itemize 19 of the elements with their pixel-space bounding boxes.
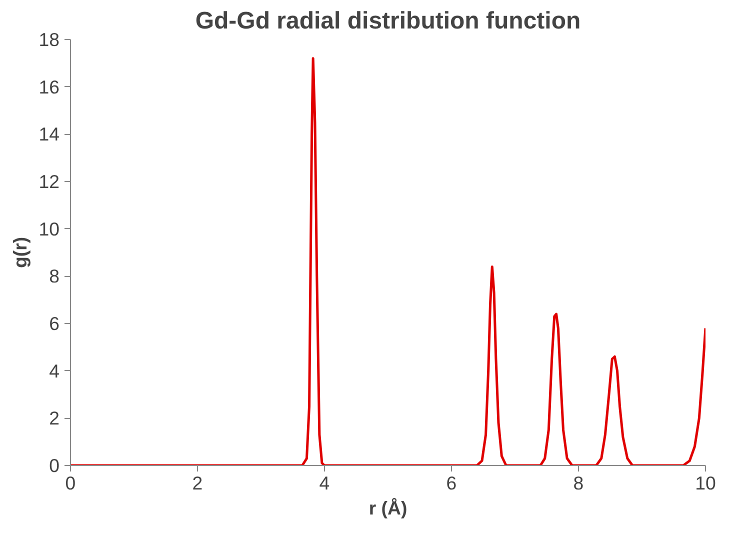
y-tick-label: 18 bbox=[38, 29, 60, 50]
y-tick-label: 0 bbox=[49, 455, 60, 476]
x-tick-label: 8 bbox=[573, 472, 584, 494]
chart-title: Gd-Gd radial distribution function bbox=[195, 8, 581, 34]
x-axis-title: r (Å) bbox=[368, 498, 408, 518]
y-axis-title: g(r) bbox=[10, 236, 31, 268]
y-tick-label: 14 bbox=[38, 124, 60, 145]
y-tick-label: 12 bbox=[38, 171, 60, 192]
x-tick-label: 6 bbox=[446, 472, 457, 494]
x-tick-label: 0 bbox=[65, 472, 76, 494]
y-tick-label: 16 bbox=[38, 76, 60, 98]
x-tick-label: 2 bbox=[192, 472, 203, 494]
y-tick-label: 10 bbox=[38, 218, 60, 240]
y-tick-label: 4 bbox=[49, 360, 60, 382]
x-tick-label: 4 bbox=[319, 472, 330, 494]
y-tick-label: 2 bbox=[49, 408, 60, 429]
x-tick-label: 10 bbox=[695, 472, 716, 494]
y-tick-label: 6 bbox=[49, 313, 60, 334]
y-tick-label: 8 bbox=[49, 266, 60, 287]
